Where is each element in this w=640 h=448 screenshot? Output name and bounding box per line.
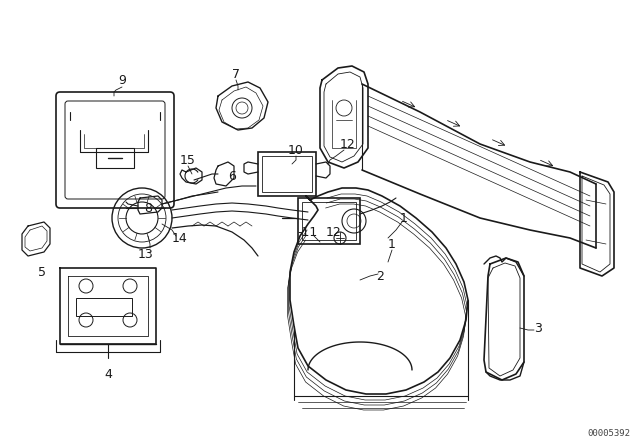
Bar <box>76 298 132 316</box>
Bar <box>96 148 134 168</box>
Text: 8: 8 <box>144 202 152 215</box>
Text: 7: 7 <box>232 68 240 81</box>
Text: 1: 1 <box>400 211 408 224</box>
Text: 10: 10 <box>288 143 304 156</box>
Text: 00005392: 00005392 <box>587 429 630 438</box>
Text: 9: 9 <box>118 73 126 86</box>
Text: 14: 14 <box>172 232 188 245</box>
Text: 12: 12 <box>340 138 356 151</box>
Bar <box>258 152 316 196</box>
Text: 1: 1 <box>388 237 396 250</box>
Text: 4: 4 <box>104 367 112 380</box>
Bar <box>262 156 312 192</box>
Text: 12: 12 <box>326 225 342 238</box>
Text: 15: 15 <box>180 154 196 167</box>
Bar <box>302 202 356 240</box>
Text: 2: 2 <box>376 270 384 283</box>
Text: 5: 5 <box>38 266 46 279</box>
Text: -11: -11 <box>298 225 318 238</box>
Text: 6: 6 <box>228 169 236 182</box>
Text: 3: 3 <box>534 322 542 335</box>
Bar <box>298 198 360 244</box>
Text: 13: 13 <box>138 247 154 260</box>
